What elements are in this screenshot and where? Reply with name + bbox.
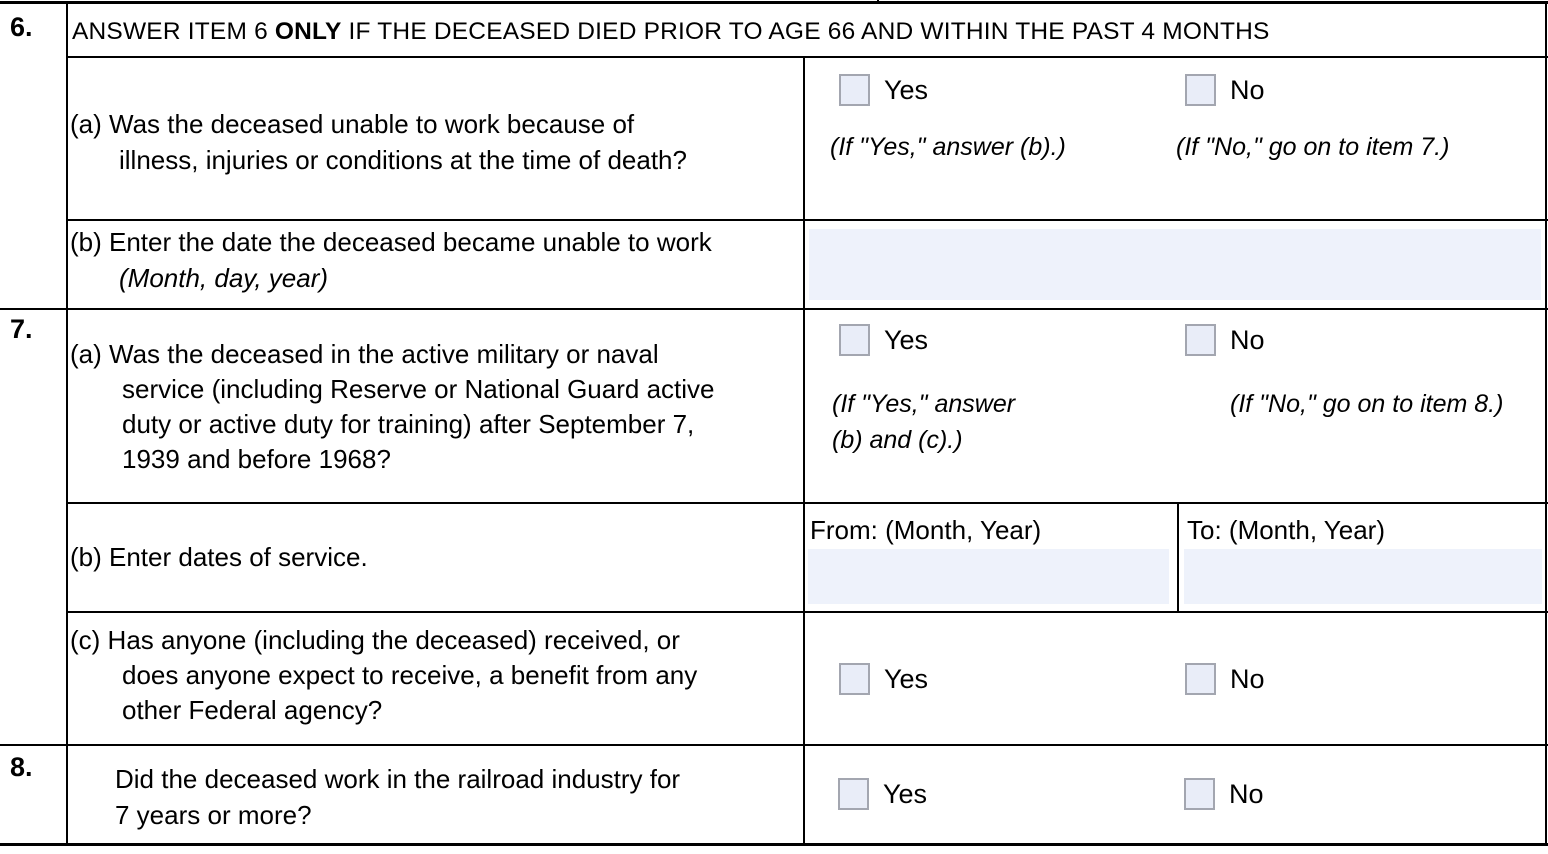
item7a-yes-label: Yes: [884, 325, 929, 355]
item7a-question-line1: (a) Was the deceased in the active milit…: [70, 339, 659, 369]
divider: [0, 744, 1548, 746]
item7a-yes-hint-line1: (If "Yes," answer: [832, 390, 1016, 418]
item7a-question-line3: duty or active duty for training) after …: [122, 409, 695, 439]
column-divider-stub: [877, 0, 879, 4]
item7c-no-label: No: [1230, 664, 1265, 694]
divider: [66, 219, 1548, 221]
item7c-question-line1: (c) Has anyone (including the deceased) …: [70, 625, 680, 655]
item6b-date-input[interactable]: [809, 229, 1541, 300]
item8-number: 8.: [10, 752, 33, 782]
from-to-divider: [1177, 502, 1179, 613]
item7c-question-line3: other Federal agency?: [122, 695, 383, 725]
item6b-question-line1: (b) Enter the date the deceased became u…: [70, 227, 712, 257]
item7-number: 7.: [10, 314, 33, 344]
item7b-question-label: (b) Enter dates of service.: [70, 542, 368, 572]
item8-no-checkbox[interactable]: [1184, 778, 1215, 810]
item6-header: ANSWER ITEM 6 ONLY IF THE DECEASED DIED …: [72, 18, 1270, 46]
item8-yes-checkbox[interactable]: [838, 778, 869, 810]
item6b-question-line2: (Month, day, year): [119, 263, 329, 293]
item7c-yes-checkbox[interactable]: [839, 663, 870, 695]
divider: [66, 611, 1548, 613]
item7a-no-label: No: [1230, 325, 1265, 355]
question-answer-divider: [803, 56, 805, 845]
item6a-question-line2: illness, injuries or conditions at the t…: [119, 145, 687, 175]
item7b-to-input[interactable]: [1184, 549, 1542, 604]
item7a-question-line4: 1939 and before 1968?: [122, 444, 391, 474]
item7b-from-label: From: (Month, Year): [810, 515, 1042, 545]
item7c-question-line2: does anyone expect to receive, a benefit…: [122, 660, 698, 690]
item6-header-pre: ANSWER ITEM 6: [72, 18, 275, 45]
item6a-no-label: No: [1230, 75, 1265, 105]
item8-yes-label: Yes: [883, 779, 928, 809]
item7c-yes-label: Yes: [884, 664, 929, 694]
item6-header-post: IF THE DECEASED DIED PRIOR TO AGE 66 AND…: [341, 18, 1270, 45]
item7c-no-checkbox[interactable]: [1185, 663, 1216, 695]
item6-number: 6.: [10, 12, 33, 42]
divider: [0, 1, 1548, 4]
divider: [66, 56, 1548, 58]
divider: [0, 843, 1548, 846]
item8-question-line1: Did the deceased work in the railroad in…: [115, 764, 681, 794]
item6-header-only: ONLY: [274, 18, 342, 45]
divider: [66, 502, 1548, 504]
item7a-question-line2: service (including Reserve or National G…: [122, 374, 715, 404]
divider: [0, 308, 1548, 310]
item6a-no-checkbox[interactable]: [1185, 74, 1216, 106]
item7a-no-checkbox[interactable]: [1185, 324, 1216, 356]
item6a-yes-checkbox[interactable]: [839, 74, 870, 106]
item6a-yes-label: Yes: [884, 75, 929, 105]
item8-no-label: No: [1229, 779, 1264, 809]
item6a-yes-hint: (If "Yes," answer (b).): [830, 133, 1066, 161]
right-border: [1545, 1, 1547, 845]
item6a-question-line1: (a) Was the deceased unable to work beca…: [70, 109, 635, 139]
item7a-no-hint: (If "No," go on to item 8.): [1230, 390, 1504, 418]
item7a-yes-hint-line2: (b) and (c).): [832, 426, 963, 454]
item7a-yes-checkbox[interactable]: [839, 324, 870, 356]
item7b-from-input[interactable]: [808, 549, 1169, 604]
number-column-divider: [66, 1, 68, 845]
item7b-to-label: To: (Month, Year): [1187, 515, 1385, 545]
item6a-no-hint: (If "No," go on to item 7.): [1176, 133, 1450, 161]
item8-question-line2: 7 years or more?: [115, 800, 312, 830]
